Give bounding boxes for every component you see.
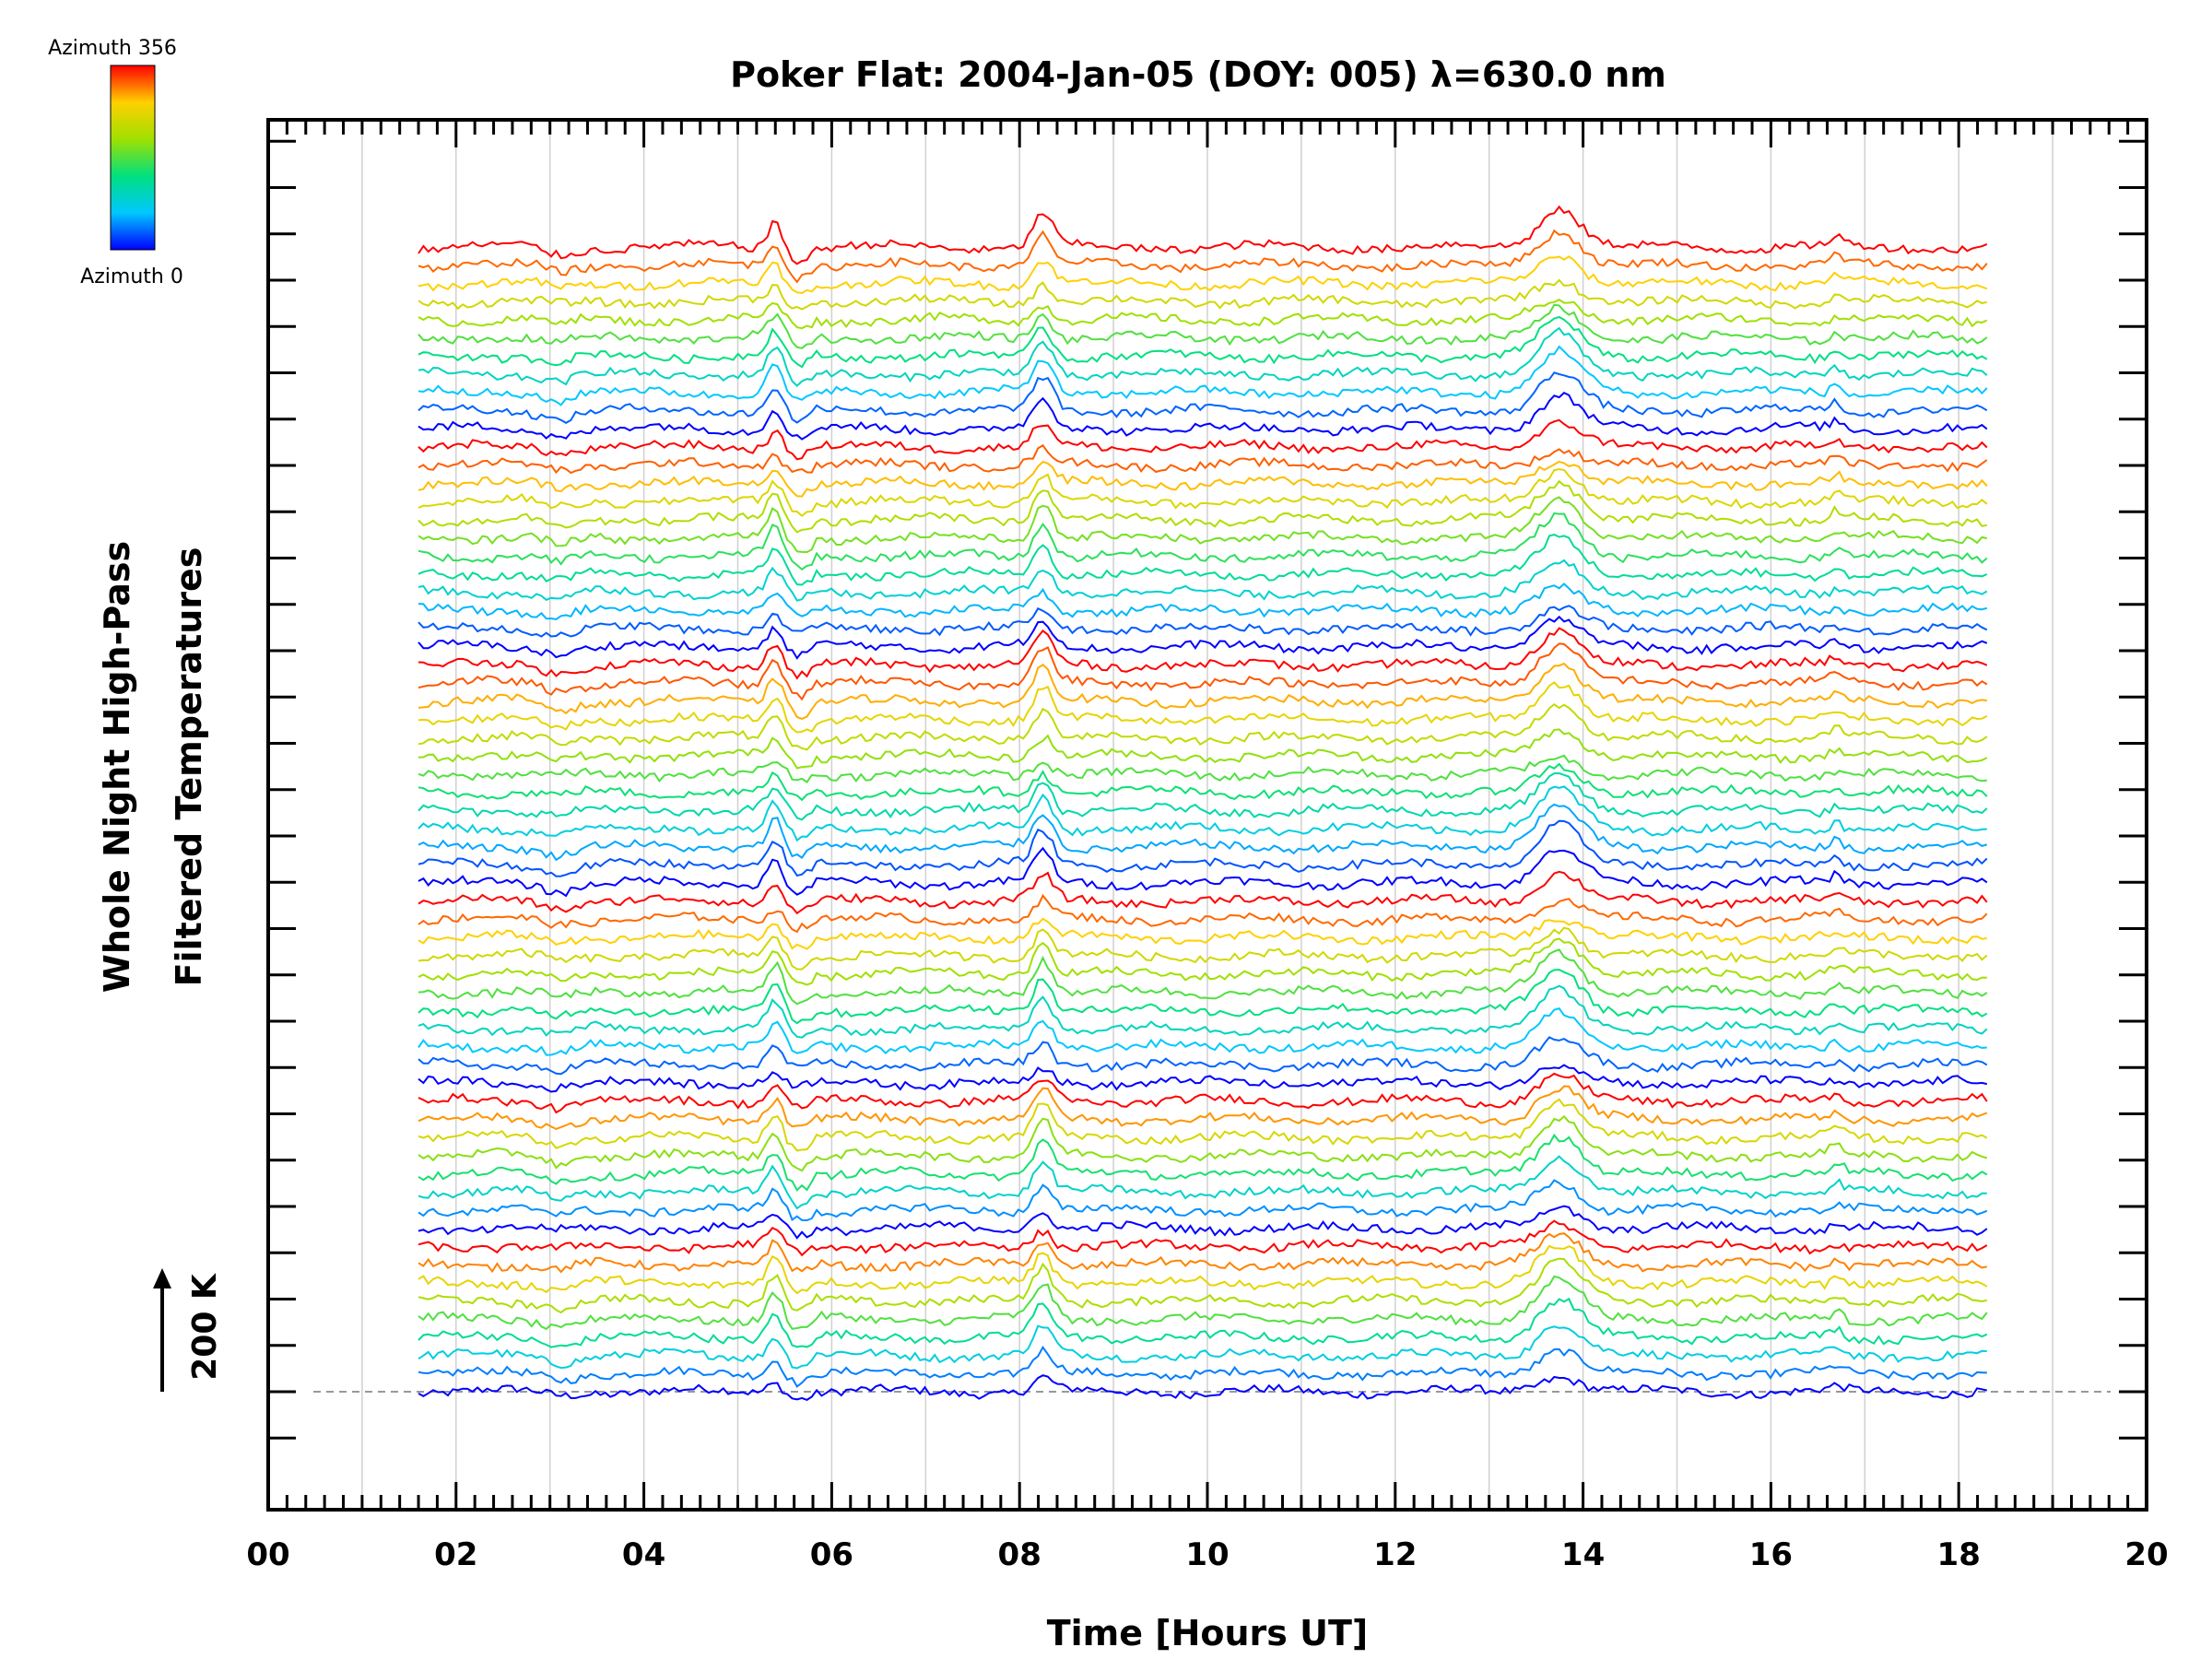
series-line — [418, 479, 1987, 534]
series-line — [418, 1098, 1988, 1152]
series-line — [418, 1072, 1988, 1114]
scale-bar-arrow-head — [153, 1268, 171, 1288]
series-line — [418, 371, 1988, 424]
series-line — [418, 299, 1988, 330]
series-line — [418, 418, 1988, 461]
scale-bar-label: 200 K — [186, 1273, 224, 1381]
series-line — [418, 984, 1988, 1039]
series-line — [418, 303, 1988, 349]
series-line — [418, 315, 1988, 369]
x-tick-label: 02 — [434, 1536, 477, 1573]
series-line — [418, 392, 1988, 441]
series-line — [418, 1219, 1988, 1257]
series-line — [418, 627, 1988, 680]
x-tick-label: 06 — [810, 1536, 853, 1573]
series-line — [418, 278, 1987, 311]
series-line — [418, 468, 1988, 518]
series-line — [418, 702, 1988, 751]
series-line — [418, 326, 1988, 387]
series-line — [418, 534, 1988, 586]
x-tick-label: 00 — [246, 1536, 289, 1573]
x-tick-label: 12 — [1373, 1536, 1417, 1573]
series-line — [418, 642, 1988, 701]
series-line — [418, 1297, 1988, 1348]
series-line — [418, 460, 1988, 498]
colorbar-gradient — [110, 65, 156, 251]
series-line — [418, 615, 1988, 660]
x-tick-labels: 00 02 04 06 08 10 12 14 16 18 20 — [246, 1536, 2168, 1573]
series-line — [418, 969, 1988, 1025]
series-line — [418, 1257, 1988, 1314]
scale-bar: 200 K — [153, 1268, 224, 1392]
series-line — [418, 1346, 1987, 1388]
series-line — [418, 771, 1988, 821]
x-tick-label: 14 — [1561, 1536, 1605, 1573]
series-line — [418, 1244, 1988, 1295]
series-line — [418, 205, 1988, 265]
series-line — [418, 345, 1988, 406]
x-tick-label: 20 — [2124, 1536, 2168, 1573]
series-line — [418, 893, 1988, 934]
series-line — [418, 1036, 1988, 1076]
series-line — [418, 917, 1987, 950]
series-line — [418, 948, 1988, 1006]
series-line — [418, 1374, 1988, 1402]
series-line — [418, 870, 1988, 915]
x-axis-label: Time [Hours UT] — [1047, 1613, 1369, 1653]
series-line — [418, 1275, 1988, 1331]
series-line — [418, 785, 1987, 842]
series-line — [418, 255, 1988, 295]
series-line — [418, 1085, 1988, 1130]
series-line — [418, 443, 1988, 475]
colorbar-top-label: Azimuth 356 — [48, 37, 177, 60]
axis-ticks — [266, 120, 2148, 1510]
x-tick-label: 16 — [1749, 1536, 1793, 1573]
series-lines — [418, 205, 1988, 1402]
series-line — [418, 1133, 1988, 1192]
series-line — [418, 662, 1987, 720]
colorbar-bottom-label: Azimuth 0 — [80, 265, 183, 288]
series-line — [418, 754, 1987, 783]
series-line — [418, 1205, 1988, 1240]
series-line — [418, 1007, 1987, 1056]
series-line — [418, 559, 1988, 602]
chart-title: Poker Flat: 2004-Jan-05 (DOY: 005) λ=630… — [730, 54, 1666, 95]
x-tick-label: 10 — [1185, 1536, 1229, 1573]
series-line — [418, 1179, 1988, 1222]
series-line — [418, 819, 1988, 877]
series-line — [418, 681, 1988, 734]
series-line — [418, 496, 1988, 554]
series-line — [418, 728, 1988, 770]
x-tick-label: 04 — [622, 1536, 665, 1573]
series-line — [418, 937, 1987, 986]
series-line — [418, 803, 1988, 862]
series-line — [418, 1324, 1987, 1370]
series-line — [418, 1155, 1987, 1210]
series-line — [418, 582, 1988, 621]
series-line — [418, 1232, 1987, 1274]
series-line — [418, 512, 1988, 571]
series-line — [418, 762, 1988, 802]
series-line — [418, 229, 1988, 284]
x-tick-label: 08 — [998, 1536, 1041, 1573]
y-axis-label-line2: Filtered Temperatures — [169, 547, 209, 987]
colorbar: Azimuth 356 Azimuth 0 — [48, 37, 183, 288]
series-line — [418, 605, 1988, 638]
series-line — [418, 1064, 1988, 1093]
series-line — [418, 846, 1988, 898]
series-line — [418, 1114, 1988, 1172]
series-line — [418, 926, 1988, 971]
y-axis-label-line1: Whole Night High-Pass — [97, 541, 137, 993]
x-tick-label: 18 — [1937, 1536, 1981, 1573]
